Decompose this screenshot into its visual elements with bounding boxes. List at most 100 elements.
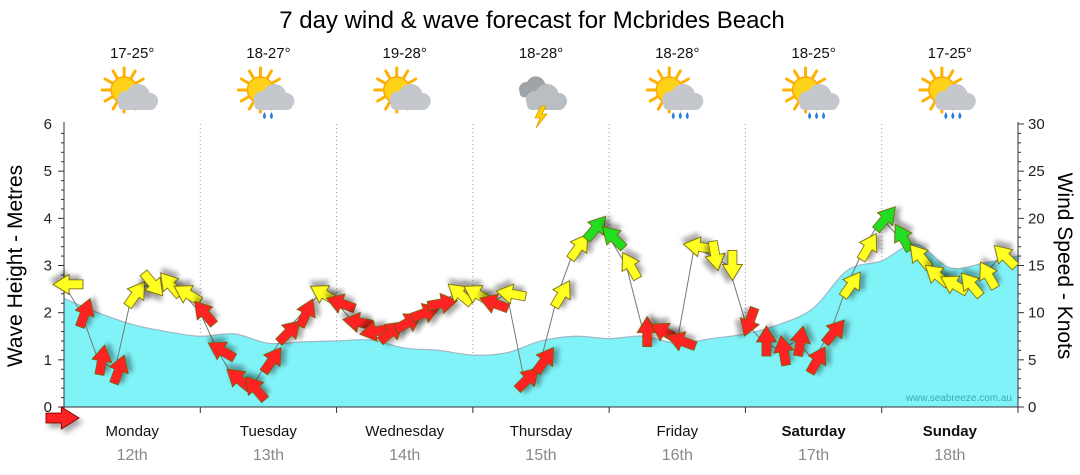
day-name-label: Wednesday [365,423,444,440]
wind-arrow [872,206,896,234]
wind-arrow [513,367,540,394]
cloud-base [799,100,838,110]
cloud-base [663,100,702,110]
left-tick-label: 2 [44,305,52,322]
sun-ray [247,100,255,111]
rain-icon [782,66,840,119]
wind-arrow [74,297,95,329]
sun-ray [921,77,932,85]
sun-ray [111,100,119,111]
sun-ray [785,77,795,85]
wind-arrow [838,271,861,300]
temperature-label: 18-28° [655,45,699,62]
wind-arrow [194,300,218,328]
day-name-label: Saturday [781,423,846,440]
sun-ray [816,77,827,85]
left-tick-label: 6 [44,116,52,133]
sun-ray [134,77,145,85]
wind-arrow [704,240,726,272]
right-tick-labels: 0 5 10 15 20 25 30 [1028,116,1045,416]
sun-ray [129,69,137,80]
sun-ray [648,95,659,103]
sun-ray [674,69,682,80]
wave-area [64,244,1018,407]
rain-icon [918,66,976,119]
sun-ray [239,95,250,103]
wind-arrow [426,292,459,315]
day-name-label: Thursday [510,423,573,440]
wind-arrow [275,320,301,346]
temperature-label: 17-25° [928,45,972,62]
wind-arrow [805,346,827,376]
wind-arrow [325,293,357,314]
sun-ray [376,77,387,85]
sun-ray [103,77,114,85]
wind-arrow [773,334,795,367]
sun-ray [811,69,819,80]
rain-drop [951,112,955,119]
day-date-label: 16th [662,447,693,464]
partly-cloudy-icon [373,66,431,114]
sun-ray [384,69,392,80]
day-date-label: 15th [525,447,556,464]
left-axis-title: Wave Height - Metres [4,165,27,367]
wind-arrow [245,376,270,404]
weather-row: 17-25° 18-27° 19-28° 18-28° 18-28° 18-25° 17-2… [100,45,976,129]
cloud-base [254,100,293,110]
sun-ray [793,100,801,111]
wind-arrow [173,285,204,306]
rain-drop [815,112,819,119]
sun-ray [952,77,963,85]
cloud-base [390,100,429,110]
wind-arrow [566,233,589,263]
temperature-label: 19-28° [383,45,427,62]
wind-arrow [666,331,698,352]
right-tick-label: 5 [1028,352,1036,369]
sun-ray [239,77,250,85]
wind-arrow [532,346,555,376]
day-date-label: 18th [934,447,965,464]
wind-arrow [979,261,1000,291]
wind-arrow [582,215,607,243]
day-date-label: 12th [117,447,148,464]
sun-ray [111,69,119,80]
left-tick-label: 4 [44,210,52,227]
rain-drop [678,112,682,119]
day-name-label: Sunday [923,423,978,440]
sun-ray [656,69,664,80]
sun-ray [929,100,937,111]
sun-ray [648,77,659,85]
sun-ray [407,77,418,85]
sun-ray [271,77,281,85]
left-tick-labels: 0 1 2 3 4 5 6 [44,116,52,416]
showers-icon [236,66,295,119]
rain-drop [822,112,826,119]
left-tick-label: 5 [44,163,52,180]
wind-arrow [108,354,129,386]
wind-arrow [621,251,643,282]
sun-ray [376,95,387,103]
temperature-label: 18-25° [791,45,835,62]
wind-arrow [602,226,628,252]
storm-icon [519,76,567,129]
wind-arrow [259,346,282,376]
wind-arrow [960,272,985,300]
wind-arrow [91,344,113,376]
sun-ray [402,69,410,80]
wind-arrow [856,232,878,263]
right-tick-label: 30 [1028,116,1045,133]
right-tick-label: 0 [1028,399,1036,416]
right-tick-label: 25 [1028,163,1045,180]
cloud-base [935,100,974,110]
right-tick-label: 15 [1028,258,1045,275]
rain-drop [671,112,675,119]
sun-ray [929,69,937,80]
wind-arrow [342,311,374,333]
rain-drop [269,112,273,119]
sun-ray [793,69,801,80]
wind-arrow [909,243,934,272]
rain-drop [944,112,948,119]
sun-ray [921,95,932,103]
right-tick-label: 20 [1028,210,1045,227]
